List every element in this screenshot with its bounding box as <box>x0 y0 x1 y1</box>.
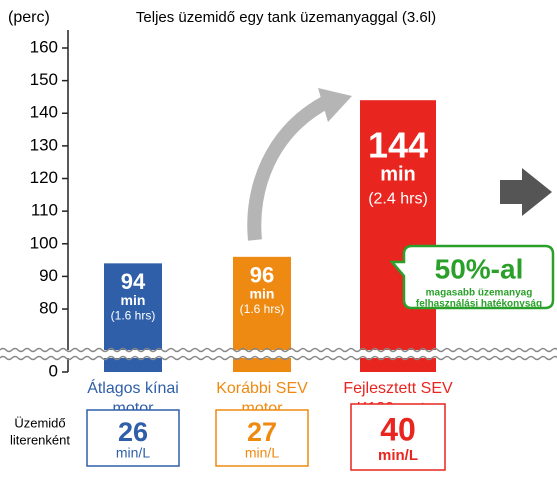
bar-unit-label: min <box>121 292 146 308</box>
axis-break <box>0 347 557 361</box>
efficiency-label: Üzemidő <box>14 415 65 430</box>
break-gap <box>0 350 557 358</box>
y-tick-label: 140 <box>30 103 58 122</box>
bar-value-label: 96 <box>250 263 274 288</box>
efficiency-value: 26 <box>118 417 148 447</box>
callout-box <box>389 244 555 310</box>
y-tick-label: 90 <box>39 266 58 285</box>
break-line <box>0 355 557 361</box>
chart-title: Teljes üzemidő egy tank üzemanyaggal (3.… <box>136 9 436 26</box>
bar-hours-label: (2.4 hrs) <box>368 190 428 207</box>
efficiency-value: 40 <box>380 411 416 447</box>
bar-unit-label: min <box>380 163 416 185</box>
y-tick-label: 120 <box>30 168 58 187</box>
x-tick-label: Fejlesztett SEV <box>343 380 453 397</box>
bar-value-label: 94 <box>121 269 146 294</box>
efficiency-value: 27 <box>247 417 277 447</box>
break-line <box>0 347 557 353</box>
y-tick-label: 150 <box>30 70 58 89</box>
next-arrow <box>500 168 552 216</box>
callout-line: felhasználási hatékonyság <box>416 299 542 310</box>
y-axis-label: (perc) <box>8 9 50 26</box>
y-tick-label: 160 <box>30 37 58 56</box>
callout-line: magasabb üzemanyag <box>426 288 533 299</box>
y-tick-label: 0 <box>49 361 58 380</box>
callout: 50%-al magasabb üzemanyag felhasználási … <box>389 244 555 310</box>
efficiency-box <box>86 409 180 467</box>
y-tick-label: 130 <box>30 135 58 154</box>
bar-hours-label: (1.6 hrs) <box>111 309 156 323</box>
bar <box>360 100 436 372</box>
bar-hours-label: (1.6 hrs) <box>240 302 285 316</box>
x-tick-label: Korábbi SEV <box>216 380 308 397</box>
bar-value-label: 144 <box>368 125 428 166</box>
efficiency-box <box>350 403 446 471</box>
efficiency-unit: min/L <box>378 447 418 464</box>
growth-arrow-head <box>318 88 352 122</box>
bar-unit-label: min <box>250 286 275 302</box>
callout-headline: 50%-al <box>435 253 524 284</box>
efficiency-unit: min/L <box>116 445 150 461</box>
y-tick-label: 110 <box>31 201 58 220</box>
efficiency-unit: min/L <box>245 445 279 461</box>
y-tick-label: 80 <box>39 299 58 318</box>
growth-arrow <box>247 93 334 241</box>
efficiency-box <box>215 409 309 467</box>
y-tick-label: 100 <box>30 233 58 252</box>
efficiency-label: literenként <box>10 432 70 447</box>
x-tick-label: Átlagos kínai <box>87 378 179 397</box>
